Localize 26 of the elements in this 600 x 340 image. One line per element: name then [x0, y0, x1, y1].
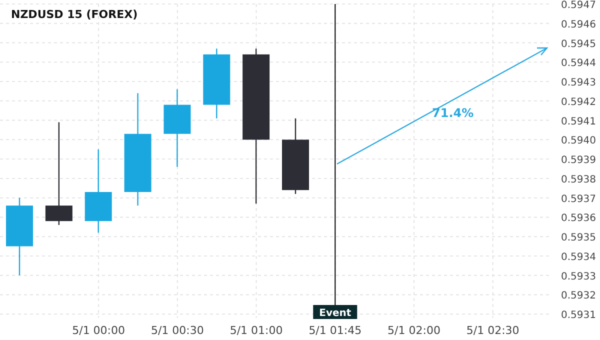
y-tick-label: 0.5935 — [561, 232, 596, 244]
y-tick-label: 0.5940 — [561, 136, 596, 147]
y-tick-label: 0.5937 — [561, 194, 596, 205]
x-tick-label: 5/1 02:30 — [466, 324, 520, 337]
y-tick-label: 0.5941 — [561, 116, 596, 128]
y-tick-label: 0.5942 — [561, 96, 596, 108]
x-tick-label: 5/1 01:00 — [230, 324, 283, 337]
chart-title: NZDUSD 15 (FOREX) — [11, 8, 138, 21]
ref-line-label: Event — [319, 308, 352, 319]
y-tick-label: 0.5946 — [561, 19, 596, 30]
y-tick-label: 0.5934 — [561, 252, 596, 263]
y-tick-label: 0.5938 — [561, 174, 596, 186]
y-tick-label: 0.5933 — [561, 271, 596, 282]
annotation: 71.4% — [432, 106, 474, 120]
y-tick-label: 0.5944 — [561, 58, 596, 70]
x-tick-label: 5/1 02:00 — [388, 324, 440, 337]
y-tick-label: 0.5932 — [561, 290, 596, 302]
x-tick-label: 5/1 01:45 — [308, 324, 362, 337]
y-tick-label: 0.5931 — [561, 310, 596, 322]
y-tick-label: 0.5936 — [561, 213, 596, 224]
x-tick-label: 5/1 00:00 — [72, 324, 126, 337]
y-tick-label: 0.5943 — [561, 78, 596, 89]
y-tick-label: 0.5947 — [561, 0, 596, 11]
x-tick-label: 5/1 00:30 — [150, 324, 204, 337]
y-tick-label: 0.5939 — [561, 155, 596, 166]
y-tick-label: 0.5945 — [561, 38, 596, 50]
